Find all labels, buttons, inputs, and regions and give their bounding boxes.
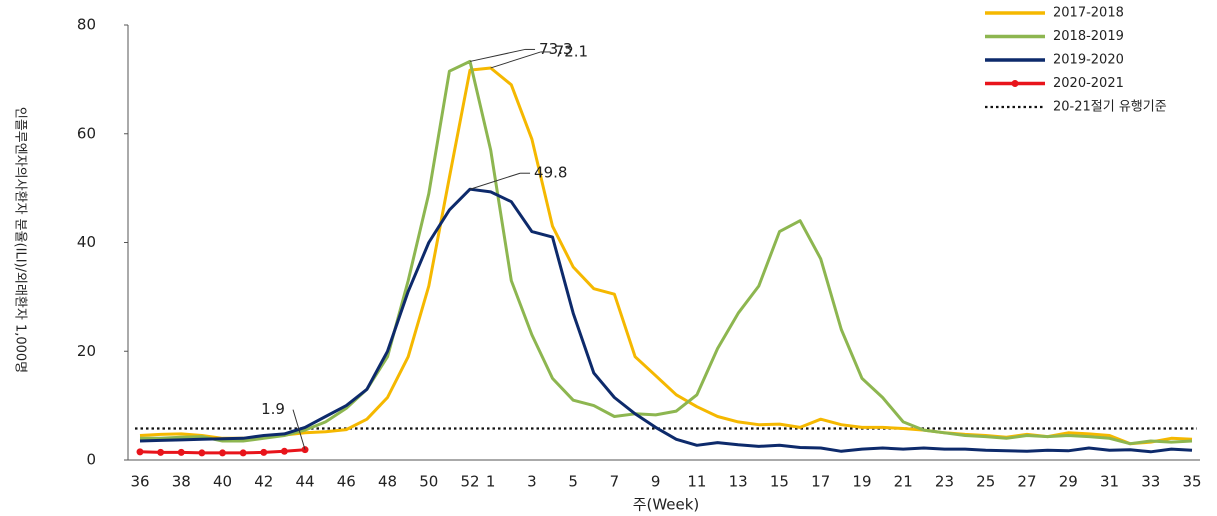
x-tick-label: 48 bbox=[378, 473, 397, 491]
x-axis-label: 주(Week) bbox=[633, 496, 700, 514]
series-line bbox=[139, 187, 1193, 454]
x-tick-label: 7 bbox=[610, 473, 620, 491]
y-tick-label: 0 bbox=[86, 451, 96, 469]
x-tick-label: 35 bbox=[1182, 473, 1201, 491]
legend-marker bbox=[1011, 80, 1019, 87]
x-tick-label: 21 bbox=[894, 473, 913, 491]
x-tick-label: 9 bbox=[651, 473, 661, 491]
annotation: 73.3 bbox=[539, 40, 572, 58]
point bbox=[260, 448, 268, 456]
y-tick-label: 80 bbox=[77, 16, 96, 34]
point bbox=[219, 449, 227, 457]
point bbox=[157, 448, 165, 456]
y-tick-label: 40 bbox=[77, 233, 96, 251]
x-tick-label: 27 bbox=[1017, 473, 1036, 491]
x-tick-label: 29 bbox=[1059, 473, 1078, 491]
x-tick-label: 33 bbox=[1141, 473, 1160, 491]
legend-label: 2019-2020 bbox=[1053, 53, 1124, 68]
x-tick-label: 36 bbox=[130, 473, 149, 491]
x-tick-label: 52 bbox=[460, 473, 479, 491]
point bbox=[239, 449, 247, 457]
legend-label: 20-21절기 유행기준 bbox=[1053, 99, 1167, 115]
annotation-leader bbox=[490, 51, 541, 69]
x-tick-label: 50 bbox=[419, 473, 438, 491]
series-line bbox=[139, 66, 1193, 446]
x-tick-label: 38 bbox=[172, 473, 191, 491]
x-tick-label: 31 bbox=[1100, 473, 1119, 491]
annotation-leader bbox=[469, 48, 526, 62]
legend-label: 2017-2018 bbox=[1053, 6, 1124, 21]
series-line bbox=[140, 59, 1193, 446]
x-tick-label: 15 bbox=[770, 473, 789, 491]
point bbox=[198, 449, 206, 457]
legend-label: 2018-2019 bbox=[1053, 29, 1124, 44]
x-tick-label: 23 bbox=[935, 473, 954, 491]
x-tick-label: 13 bbox=[729, 473, 748, 491]
x-tick-label: 19 bbox=[852, 473, 871, 491]
point bbox=[280, 447, 288, 455]
point bbox=[136, 448, 144, 456]
legend-label: 2020-2021 bbox=[1053, 76, 1124, 91]
x-tick-label: 42 bbox=[254, 473, 273, 491]
annotation-leader bbox=[292, 409, 306, 450]
x-tick-label: 25 bbox=[976, 473, 995, 491]
y-tick-label: 20 bbox=[77, 342, 96, 360]
x-tick-label: 5 bbox=[568, 473, 578, 491]
x-tick-label: 1 bbox=[486, 473, 496, 491]
point bbox=[177, 448, 185, 456]
y-tick-label: 60 bbox=[77, 124, 96, 142]
x-tick-label: 3 bbox=[527, 473, 537, 491]
annotation-leader bbox=[469, 172, 521, 190]
annotation: 72.1 bbox=[555, 42, 588, 60]
y-axis-label: 인플루엔자의사환자 분율(ILI)/외래환자 1,000명 bbox=[13, 107, 28, 373]
x-tick-label: 40 bbox=[213, 473, 232, 491]
x-tick-label: 46 bbox=[337, 473, 356, 491]
x-tick-label: 11 bbox=[687, 473, 706, 491]
annotation: 1.9 bbox=[261, 400, 285, 418]
annotation: 49.8 bbox=[534, 164, 567, 182]
x-tick-label: 44 bbox=[295, 473, 314, 491]
x-tick-label: 17 bbox=[811, 473, 830, 491]
